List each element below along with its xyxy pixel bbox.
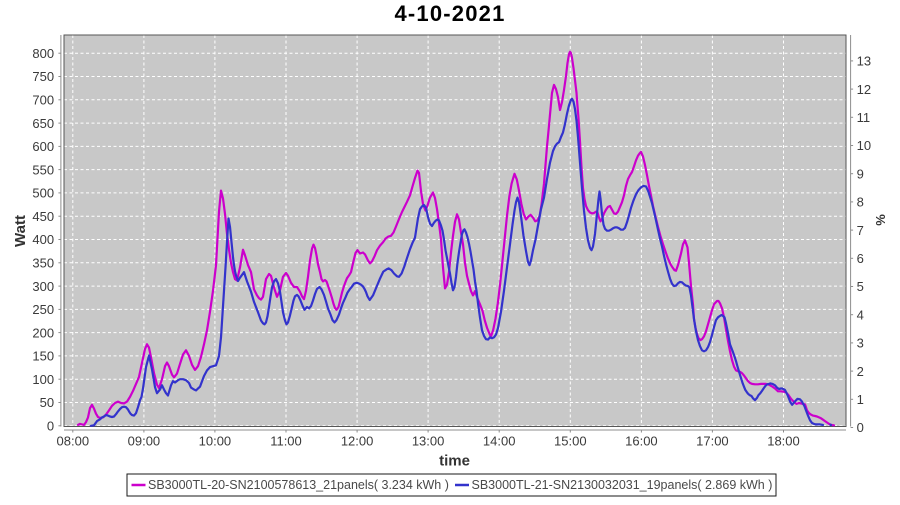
svg-text:4-10-2021: 4-10-2021 bbox=[394, 1, 505, 26]
svg-text:14:00: 14:00 bbox=[483, 433, 516, 448]
svg-text:13:00: 13:00 bbox=[412, 433, 445, 448]
svg-text:08:00: 08:00 bbox=[57, 433, 90, 448]
svg-text:600: 600 bbox=[32, 139, 54, 154]
svg-text:300: 300 bbox=[32, 279, 54, 294]
svg-text:6: 6 bbox=[857, 251, 864, 266]
svg-text:0: 0 bbox=[47, 419, 54, 434]
svg-text:450: 450 bbox=[32, 209, 54, 224]
svg-text:250: 250 bbox=[32, 302, 54, 317]
svg-text:9: 9 bbox=[857, 166, 864, 181]
svg-text:8: 8 bbox=[857, 195, 864, 210]
svg-text:700: 700 bbox=[32, 93, 54, 108]
svg-text:650: 650 bbox=[32, 116, 54, 131]
svg-text:10: 10 bbox=[857, 138, 871, 153]
svg-text:750: 750 bbox=[32, 69, 54, 84]
svg-text:200: 200 bbox=[32, 325, 54, 340]
svg-text:09:00: 09:00 bbox=[128, 433, 161, 448]
svg-text:150: 150 bbox=[32, 349, 54, 364]
svg-text:SB3000TL-20-SN2100578613_21pan: SB3000TL-20-SN2100578613_21panels( 3.234… bbox=[148, 478, 449, 492]
svg-text:550: 550 bbox=[32, 162, 54, 177]
svg-text:13: 13 bbox=[857, 54, 871, 69]
svg-text:time: time bbox=[439, 453, 470, 470]
svg-text:350: 350 bbox=[32, 256, 54, 271]
svg-text:Watt: Watt bbox=[12, 215, 29, 247]
svg-text:7: 7 bbox=[857, 223, 864, 238]
svg-text:50: 50 bbox=[40, 395, 54, 410]
svg-text:0: 0 bbox=[857, 420, 864, 435]
svg-text:11:00: 11:00 bbox=[270, 433, 302, 448]
svg-text:16:00: 16:00 bbox=[625, 433, 658, 448]
svg-text:5: 5 bbox=[857, 279, 864, 294]
svg-text:12: 12 bbox=[857, 82, 871, 97]
svg-text:3: 3 bbox=[857, 336, 864, 351]
svg-text:100: 100 bbox=[32, 372, 54, 387]
svg-text:2: 2 bbox=[857, 364, 864, 379]
svg-text:10:00: 10:00 bbox=[199, 433, 232, 448]
svg-text:18:00: 18:00 bbox=[767, 433, 800, 448]
svg-text:500: 500 bbox=[32, 186, 54, 201]
svg-text:15:00: 15:00 bbox=[554, 433, 587, 448]
svg-text:1: 1 bbox=[857, 392, 864, 407]
svg-text:%: % bbox=[873, 214, 888, 226]
svg-text:12:00: 12:00 bbox=[341, 433, 374, 448]
svg-text:17:00: 17:00 bbox=[696, 433, 729, 448]
svg-text:4: 4 bbox=[857, 307, 864, 322]
svg-text:400: 400 bbox=[32, 232, 54, 247]
svg-text:SB3000TL-21-SN2130032031_19pan: SB3000TL-21-SN2130032031_19panels( 2.869… bbox=[472, 478, 773, 492]
svg-text:11: 11 bbox=[857, 110, 871, 125]
svg-text:800: 800 bbox=[32, 46, 54, 61]
